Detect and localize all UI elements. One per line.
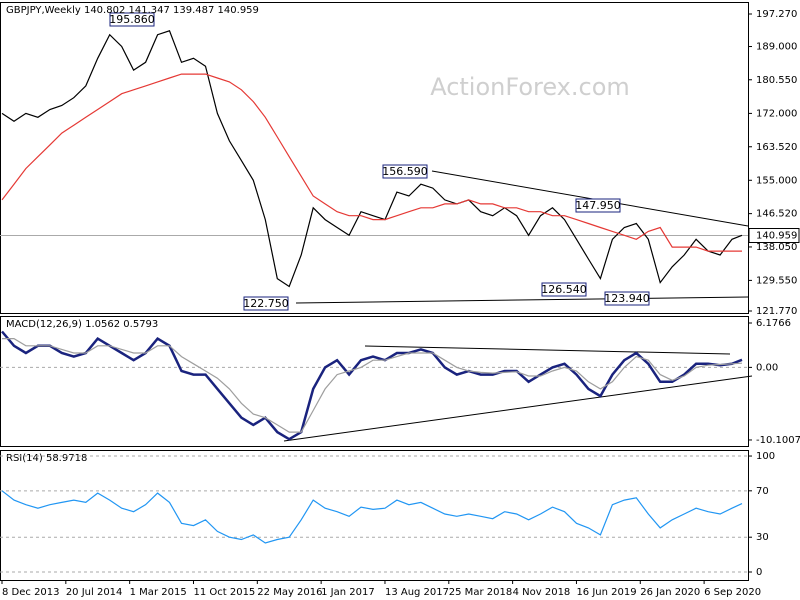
x-tick-label: 6 Sep 2020 [704, 587, 761, 598]
x-tick-label: 25 Mar 2018 [449, 587, 512, 598]
y-tick-label: 180.550 [756, 75, 797, 86]
y-tick-label: 70 [756, 486, 769, 497]
annotation-box [382, 164, 428, 179]
y-tick-label: -10.1007 [756, 435, 800, 446]
y-tick-label: 0.00 [756, 362, 778, 373]
panel-frame [0, 316, 749, 447]
y-tick-label: 6.1766 [756, 318, 791, 329]
annotation-box [541, 282, 587, 297]
series-line [2, 338, 743, 433]
y-tick-label: 138.050 [756, 242, 797, 253]
annotation-box [575, 198, 621, 213]
x-tick-label: 8 Dec 2013 [2, 587, 60, 598]
annotations: 195.860 156.590 147.950 126.540 122.750 … [109, 12, 650, 311]
y-tick-label: 172.000 [756, 108, 797, 119]
watermark: ActionForex.com [430, 73, 630, 101]
panel-title: MACD(12,26,9) 1.0562 0.5793 [6, 319, 158, 330]
annotation: 156.590 [382, 165, 428, 178]
x-tick-label: 26 Jan 2020 [640, 587, 700, 598]
x-tick-label: 22 May 2016 [257, 587, 322, 598]
x-tick-label: 20 Jul 2014 [66, 587, 123, 598]
x-tick-label: 11 Oct 2015 [193, 587, 255, 598]
panel-frame [0, 450, 749, 581]
y-tick-label: 0 [756, 567, 762, 578]
y-tick-label: 129.550 [756, 275, 797, 286]
trend-line [283, 375, 753, 442]
series-line [1, 330, 743, 441]
x-tick-label: 16 Jun 2019 [576, 587, 636, 598]
annotation-box [604, 291, 650, 306]
trend-line [364, 345, 731, 355]
y-tick-label: 155.000 [756, 175, 797, 186]
panel-title: RSI(14) 58.9718 [6, 453, 87, 464]
y-tick-label: 163.520 [756, 142, 797, 153]
annotation: 122.750 [243, 297, 289, 310]
y-tick-label: 100 [756, 451, 775, 462]
panel-title: GBPJPY,Weekly 140.802 141.347 139.487 14… [6, 5, 259, 16]
y-tick-label: 189.000 [756, 42, 797, 53]
last-price-box [748, 228, 800, 244]
y-tick-label: 197.270 [756, 9, 797, 20]
x-tick-label: 1 Mar 2015 [130, 587, 187, 598]
annotation: 126.540 [541, 283, 587, 296]
annotation: 195.860 [109, 13, 155, 26]
trend-line [295, 296, 749, 304]
series-line [1, 73, 742, 252]
y-tick-label: 30 [756, 532, 769, 543]
panel-frame [0, 2, 749, 314]
x-tick-label: 1 Jan 2017 [321, 587, 375, 598]
y-tick-label: 121.770 [756, 306, 797, 317]
annotation: 147.950 [575, 199, 621, 212]
series-line [1, 490, 743, 544]
last-price-label: 140.959 [756, 231, 797, 242]
x-tick-label: 4 Nov 2018 [513, 587, 571, 598]
annotation: 123.940 [604, 292, 650, 305]
series-line [1, 30, 743, 288]
x-tick-label: 13 Aug 2017 [385, 587, 449, 598]
annotation-box [109, 12, 155, 27]
y-tick-label: 146.520 [756, 209, 797, 220]
annotation-box [243, 296, 289, 311]
